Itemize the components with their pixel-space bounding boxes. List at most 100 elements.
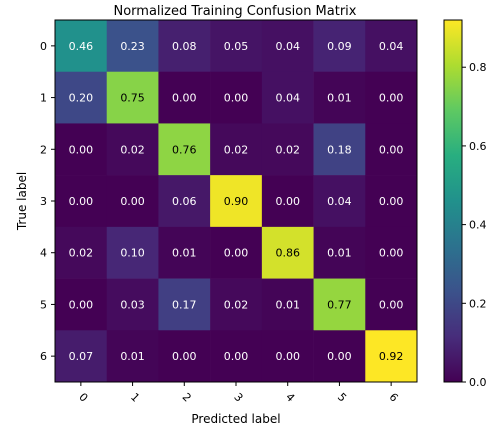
cell-value-label: 0.46	[69, 40, 94, 53]
heatmap-cell	[158, 71, 211, 124]
heatmap-cell	[261, 175, 314, 228]
heatmap-cell	[158, 278, 211, 331]
heatmap-cell	[365, 278, 418, 331]
cell-value-label: 0.02	[224, 298, 249, 311]
heatmap-cell	[313, 278, 366, 331]
cell-value-label: 0.04	[379, 40, 404, 53]
chart-title: Normalized Training Confusion Matrix	[113, 4, 356, 19]
cell-value-label: 0.04	[275, 92, 300, 105]
cell-value-label: 0.23	[120, 40, 145, 53]
heatmap-cell	[210, 175, 263, 228]
x-tick-label: 5	[335, 390, 349, 404]
heatmap-cell	[158, 123, 211, 176]
cell-value-label: 0.00	[120, 195, 145, 208]
cell-value-label: 0.17	[172, 298, 197, 311]
cell-value-label: 0.07	[69, 350, 94, 363]
cell-value-label: 0.00	[224, 92, 249, 105]
heatmap-cell	[55, 175, 108, 228]
colorbar-tick-label: 0.6	[469, 140, 487, 153]
heatmap-cell	[55, 20, 108, 73]
heatmap-cell	[210, 226, 263, 279]
cell-value-label: 0.00	[275, 195, 300, 208]
heatmap-cell	[106, 123, 159, 176]
heatmap-value-labels: 0.46 0.23 0.08 0.05 0.04 0.09 0.04 0.20 0.75 0.00…	[69, 40, 404, 363]
y-tick-label: 0	[40, 40, 47, 53]
cell-value-label: 0.01	[327, 247, 352, 260]
y-tick-label: 4	[40, 247, 47, 260]
heatmap-cell	[365, 175, 418, 228]
cell-value-label: 0.00	[327, 350, 352, 363]
cell-value-label: 0.86	[275, 247, 300, 260]
colorbar-tick-label: 0.0	[469, 376, 487, 389]
heatmap-cell	[365, 20, 418, 73]
colorbar-tick-label: 0.4	[469, 219, 487, 232]
x-tick-label: 6	[387, 390, 401, 404]
heatmap-cells	[55, 20, 418, 383]
heatmap-cell	[261, 123, 314, 176]
heatmap-cell	[158, 175, 211, 228]
x-tick-label: 1	[128, 390, 142, 404]
cell-value-label: 0.03	[120, 298, 145, 311]
heatmap-cell	[313, 330, 366, 383]
heatmap-cell	[313, 71, 366, 124]
heatmap-cell	[210, 71, 263, 124]
cell-value-label: 0.77	[327, 298, 352, 311]
heatmap-cell	[365, 226, 418, 279]
heatmap-cell	[55, 330, 108, 383]
heatmap-cell	[55, 123, 108, 176]
heatmap-cell	[210, 20, 263, 73]
y-tick-label: 5	[40, 298, 47, 311]
heatmap-cell	[106, 330, 159, 383]
heatmap-cell	[313, 20, 366, 73]
cell-value-label: 0.00	[379, 143, 404, 156]
cell-value-label: 0.00	[379, 92, 404, 105]
heatmap-cell	[261, 20, 314, 73]
cell-value-label: 0.00	[69, 298, 94, 311]
cell-value-label: 0.02	[275, 143, 300, 156]
cell-value-label: 0.00	[69, 143, 94, 156]
heatmap-cell	[106, 20, 159, 73]
heatmap-cell	[261, 330, 314, 383]
cell-value-label: 0.90	[224, 195, 249, 208]
cell-value-label: 0.75	[120, 92, 145, 105]
heatmap-cell	[313, 175, 366, 228]
colorbar-tick-label: 0.8	[469, 61, 487, 74]
y-axis-ticks: 0 1 2 3 4 5 6	[40, 40, 55, 363]
heatmap-cell	[55, 71, 108, 124]
cell-value-label: 0.20	[69, 92, 94, 105]
heatmap-cell	[210, 123, 263, 176]
y-tick-label: 1	[40, 92, 47, 105]
heatmap-cell	[55, 226, 108, 279]
x-tick-label: 3	[231, 390, 245, 404]
cell-value-label: 0.01	[275, 298, 300, 311]
cell-value-label: 0.00	[379, 298, 404, 311]
x-tick-label: 2	[180, 390, 194, 404]
cell-value-label: 0.02	[224, 143, 249, 156]
y-tick-label: 6	[40, 350, 47, 363]
cell-value-label: 0.00	[224, 247, 249, 260]
heatmap-cell	[365, 330, 418, 383]
heatmap-cell	[365, 71, 418, 124]
cell-value-label: 0.08	[172, 40, 197, 53]
cell-value-label: 0.01	[327, 92, 352, 105]
x-axis-ticks: 0 1 2 3 4 5 6	[76, 382, 401, 405]
cell-value-label: 0.05	[224, 40, 249, 53]
heatmap-cell	[313, 123, 366, 176]
cell-value-label: 0.18	[327, 143, 352, 156]
cell-value-label: 0.02	[120, 143, 145, 156]
colorbar-ticks: 0.0 0.2 0.4 0.6 0.8	[462, 61, 487, 389]
colorbar	[443, 19, 463, 383]
cell-value-label: 0.00	[172, 350, 197, 363]
x-tick-label: 0	[76, 390, 90, 404]
cell-value-label: 0.92	[379, 350, 404, 363]
heatmap-cell	[158, 226, 211, 279]
cell-value-label: 0.04	[275, 40, 300, 53]
x-axis-label: Predicted label	[191, 412, 280, 426]
cell-value-label: 0.00	[172, 92, 197, 105]
cell-value-label: 0.01	[172, 247, 197, 260]
y-tick-label: 2	[40, 143, 47, 156]
cell-value-label: 0.00	[379, 247, 404, 260]
cell-value-label: 0.00	[69, 195, 94, 208]
heatmap-cell	[106, 175, 159, 228]
